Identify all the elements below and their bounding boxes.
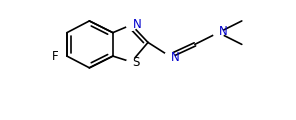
Text: N: N — [133, 18, 142, 31]
Text: F: F — [52, 50, 59, 63]
Text: N: N — [219, 25, 228, 38]
Text: S: S — [132, 56, 140, 69]
Text: N: N — [170, 51, 179, 64]
